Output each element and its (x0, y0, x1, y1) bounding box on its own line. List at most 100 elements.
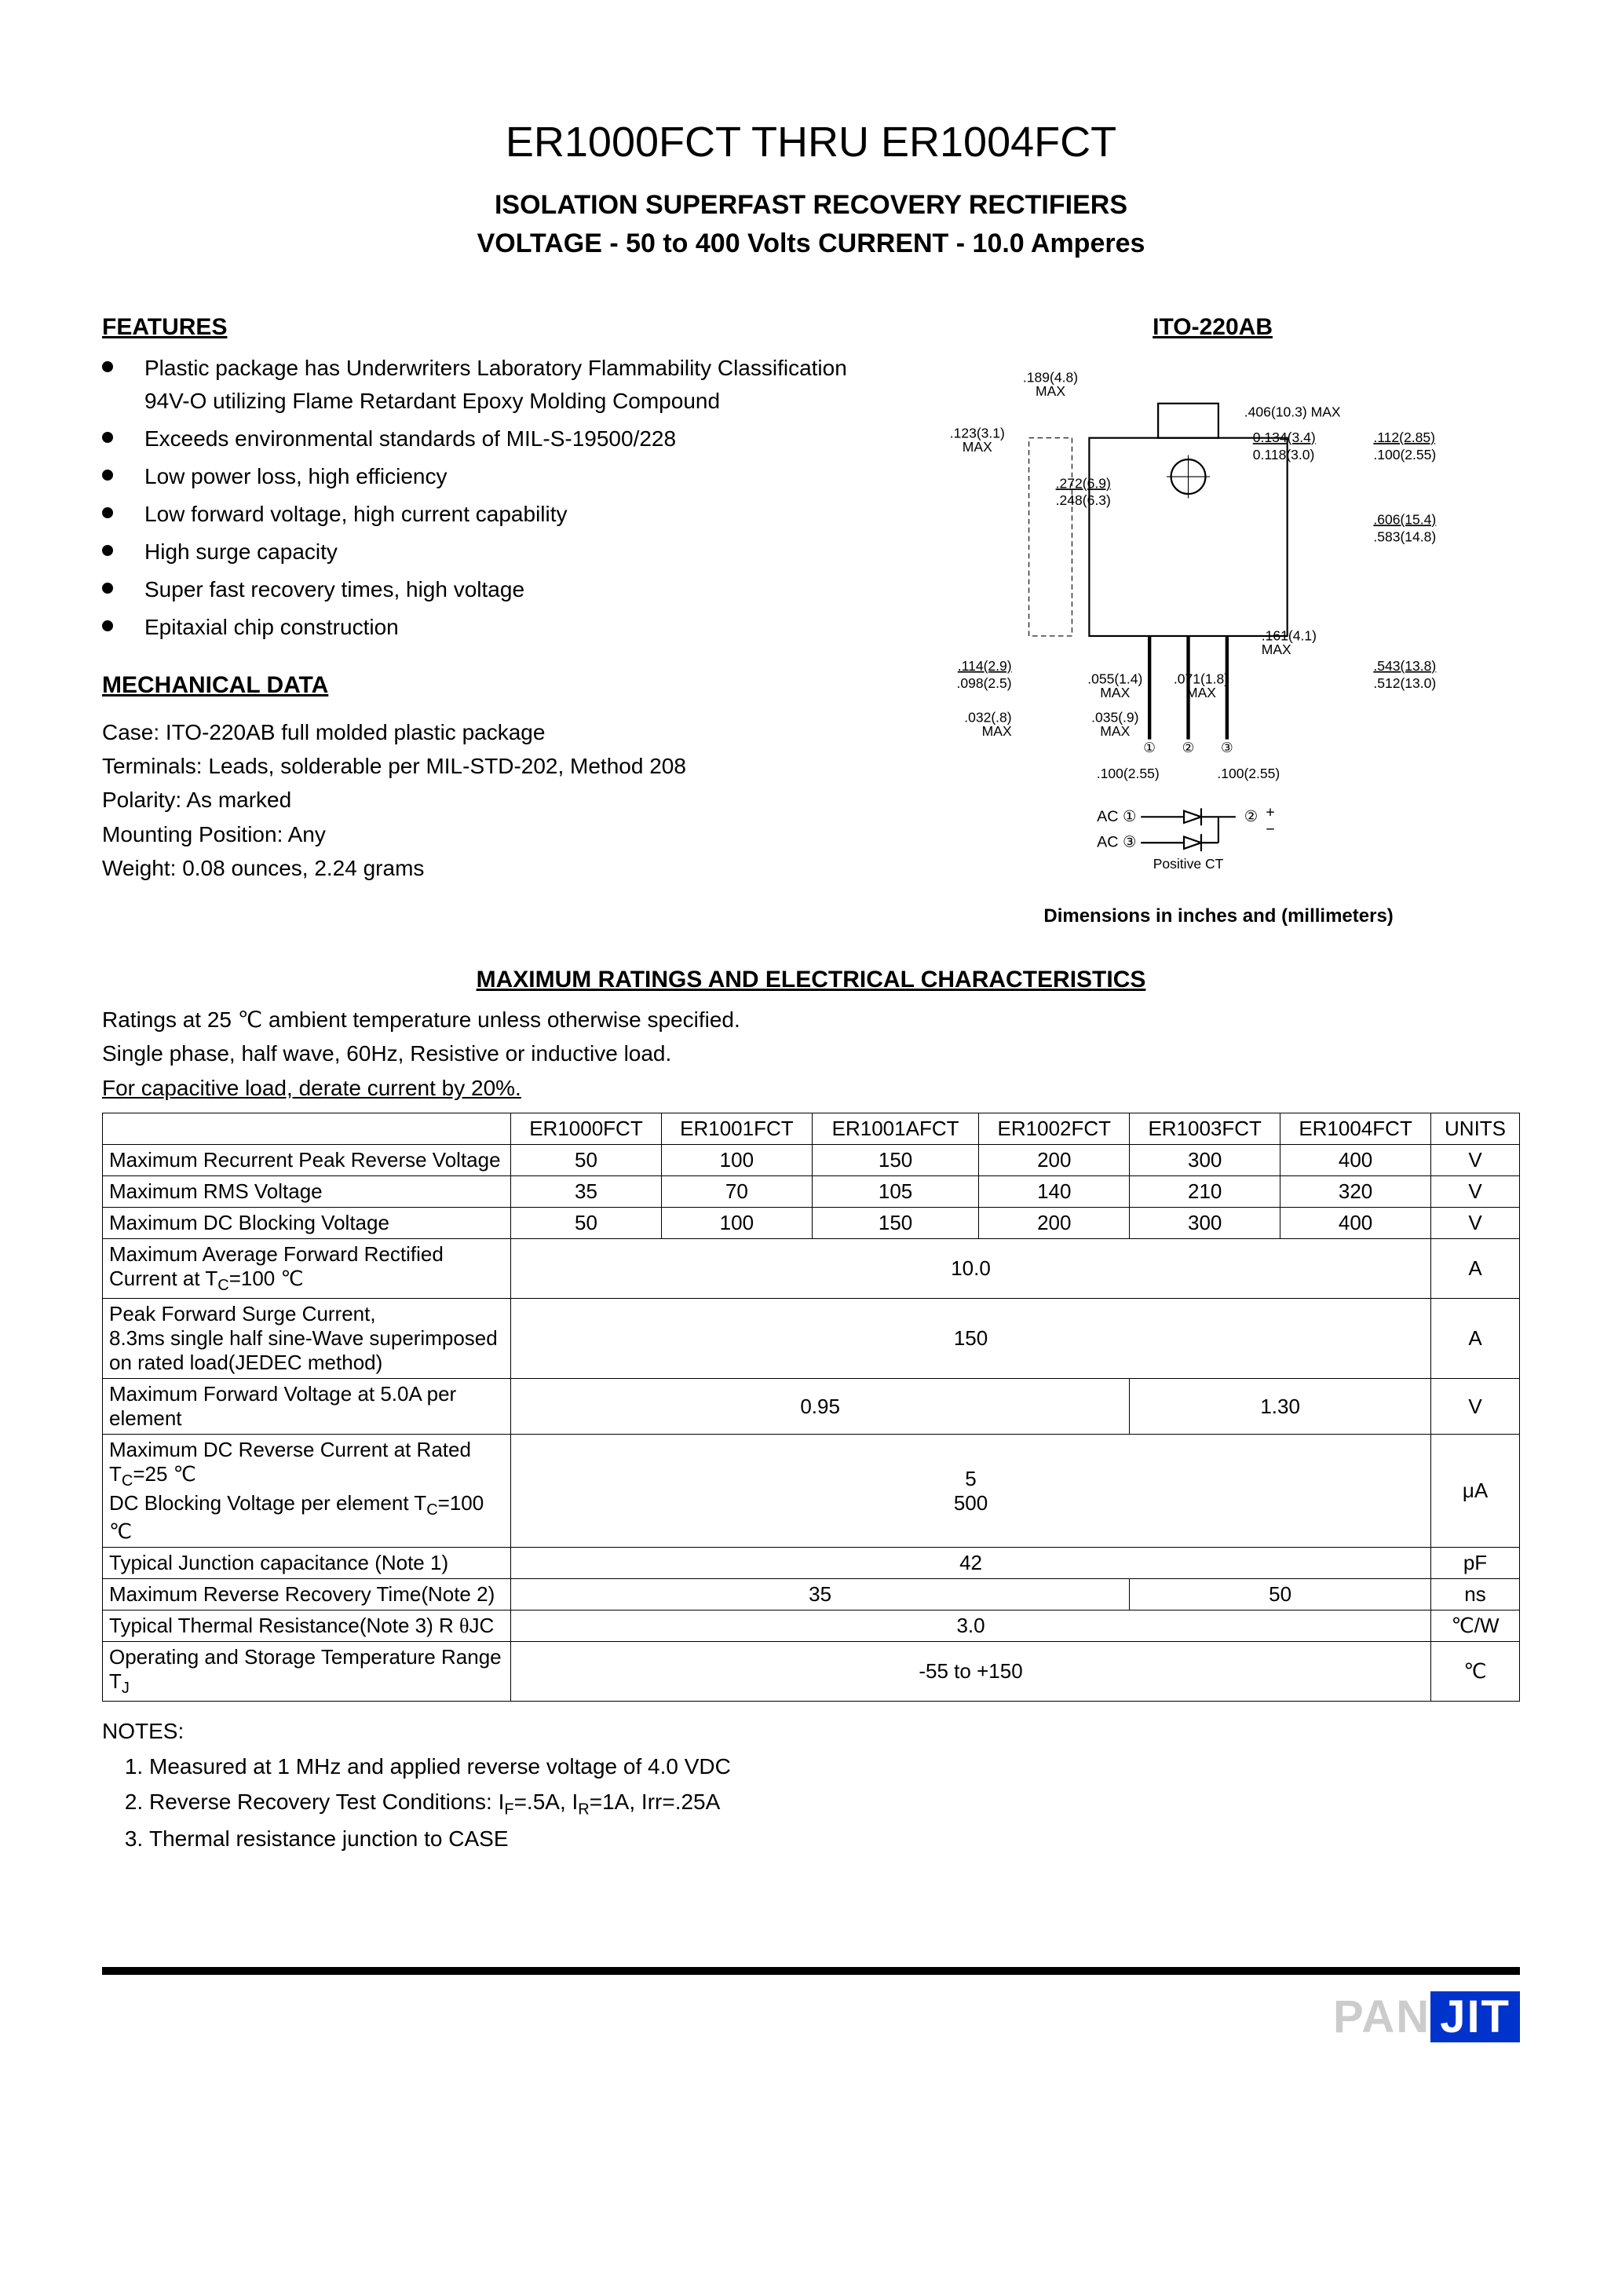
subtitle-2: VOLTAGE - 50 to 400 Volts CURRENT - 10.0… (102, 229, 1520, 259)
svg-text:AC ③: AC ③ (1097, 834, 1137, 851)
units-cell: μA (1431, 1435, 1520, 1547)
bullet-icon (102, 620, 113, 631)
value-cell: 100 (661, 1145, 812, 1176)
value-cell: 35 (511, 1176, 662, 1208)
svg-text:.035(.9)MAX: .035(.9)MAX (1091, 710, 1138, 740)
table-row: Maximum DC Blocking Voltage5010015020030… (103, 1208, 1520, 1239)
feature-text: Epitaxial chip construction (144, 611, 886, 644)
svg-text:.032(.8)MAX: .032(.8)MAX (964, 710, 1012, 740)
mechanical-line: Case: ITO-220AB full molded plastic pack… (102, 715, 886, 749)
value-cell: 70 (661, 1176, 812, 1208)
param-cell: Operating and Storage Temperature Range … (103, 1641, 511, 1701)
package-heading: ITO-220AB (1153, 314, 1520, 341)
mechanical-section: MECHANICAL DATA Case: ITO-220AB full mol… (102, 667, 886, 885)
svg-text:0.134(3.4): 0.134(3.4) (1253, 430, 1316, 445)
feature-item: Super fast recovery times, high voltage (102, 573, 886, 606)
feature-text: Exceeds environmental standards of MIL-S… (144, 422, 886, 455)
subtitle-1: ISOLATION SUPERFAST RECOVERY RECTIFIERS (102, 190, 1520, 221)
units-cell: V (1431, 1208, 1520, 1239)
value-cell: 35 (511, 1578, 1130, 1610)
svg-text:.123(3.1)MAX: .123(3.1)MAX (950, 426, 1005, 455)
bullet-icon (102, 545, 113, 556)
bullet-icon (102, 470, 113, 481)
units-cell: V (1431, 1379, 1520, 1435)
feature-text: Super fast recovery times, high voltage (144, 573, 886, 606)
mechanical-lines: Case: ITO-220AB full molded plastic pack… (102, 715, 886, 886)
table-row: Typical Thermal Resistance(Note 3) R θJC… (103, 1610, 1520, 1641)
two-column-layout: FEATURES Plastic package has Underwriter… (102, 314, 1520, 927)
svg-text:.606(15.4): .606(15.4) (1374, 511, 1437, 527)
bullet-icon (102, 583, 113, 594)
feature-text: High surge capacity (144, 536, 886, 569)
ratings-table: ER1000FCTER1001FCTER1001AFCTER1002FCTER1… (102, 1113, 1520, 1702)
svg-text:.100(2.55): .100(2.55) (1218, 766, 1280, 781)
units-cell: V (1431, 1176, 1520, 1208)
svg-text:.161(4.1)MAX: .161(4.1)MAX (1262, 627, 1317, 657)
features-heading: FEATURES (102, 314, 886, 341)
logo: PANJIT (102, 1991, 1520, 2043)
svg-text:.512(13.0): .512(13.0) (1374, 675, 1437, 691)
table-row: Typical Junction capacitance (Note 1)42p… (103, 1547, 1520, 1578)
value-cell: 320 (1280, 1176, 1431, 1208)
feature-text: Low power loss, high efficiency (144, 460, 886, 493)
value-cell: 300 (1130, 1145, 1280, 1176)
value-cell: 150 (812, 1208, 979, 1239)
right-column: ITO-220AB .189(4.8)MAX .123(3.1)MAX .406… (917, 314, 1520, 927)
value-cell: 150 (812, 1145, 979, 1176)
value-cell: 400 (1280, 1208, 1431, 1239)
features-list: Plastic package has Underwriters Laborat… (102, 352, 886, 644)
table-row: Peak Forward Surge Current,8.3ms single … (103, 1299, 1520, 1379)
value-cell: 140 (979, 1176, 1130, 1208)
svg-text:③: ③ (1221, 740, 1233, 755)
svg-text:.098(2.5): .098(2.5) (957, 675, 1012, 691)
value-cell: 0.95 (511, 1379, 1130, 1435)
mechanical-line: Terminals: Leads, solderable per MIL-STD… (102, 749, 886, 783)
svg-text:.100(2.55): .100(2.55) (1374, 447, 1437, 462)
note-item: Thermal resistance junction to CASE (149, 1822, 1520, 1857)
units-cell: ℃ (1431, 1641, 1520, 1701)
value-cell: 42 (511, 1547, 1431, 1578)
value-cell: 150 (511, 1299, 1431, 1379)
logo-jit: JIT (1430, 1991, 1520, 2042)
svg-text:.071(1.8)MAX: .071(1.8)MAX (1174, 671, 1229, 700)
mechanical-heading: MECHANICAL DATA (102, 667, 886, 704)
svg-text:−: − (1266, 821, 1275, 838)
units-cell: A (1431, 1239, 1520, 1299)
notes-list: Measured at 1 MHz and applied reverse vo… (149, 1749, 1520, 1857)
table-row: Maximum DC Reverse Current at Rated TC=2… (103, 1435, 1520, 1547)
feature-item: High surge capacity (102, 536, 886, 569)
value-cell: 100 (661, 1208, 812, 1239)
value-cell: 3.0 (511, 1610, 1431, 1641)
param-cell: Maximum Recurrent Peak Reverse Voltage (103, 1145, 511, 1176)
value-cell: 200 (979, 1145, 1130, 1176)
svg-text:.112(2.85): .112(2.85) (1374, 430, 1436, 445)
mechanical-line: Weight: 0.08 ounces, 2.24 grams (102, 851, 886, 885)
table-row: Operating and Storage Temperature Range … (103, 1641, 1520, 1701)
table-row: Maximum Reverse Recovery Time(Note 2)355… (103, 1578, 1520, 1610)
value-cell: 10.0 (511, 1239, 1431, 1299)
units-cell: A (1431, 1299, 1520, 1379)
notes-heading: NOTES: (102, 1714, 1520, 1749)
param-cell: Maximum DC Reverse Current at Rated TC=2… (103, 1435, 511, 1547)
feature-item: Exceeds environmental standards of MIL-S… (102, 422, 886, 455)
value-cell: 400 (1280, 1145, 1431, 1176)
units-cell: V (1431, 1145, 1520, 1176)
feature-item: Plastic package has Underwriters Laborat… (102, 352, 886, 418)
units-cell: ℃/W (1431, 1610, 1520, 1641)
ratings-heading: MAXIMUM RATINGS AND ELECTRICAL CHARACTER… (102, 967, 1520, 993)
svg-text:.543(13.8): .543(13.8) (1374, 658, 1437, 674)
svg-text:.406(10.3) MAX: .406(10.3) MAX (1244, 404, 1341, 419)
feature-item: Low forward voltage, high current capabi… (102, 498, 886, 531)
notes-section: NOTES: Measured at 1 MHz and applied rev… (102, 1714, 1520, 1857)
feature-text: Low forward voltage, high current capabi… (144, 498, 886, 531)
table-row: Maximum Recurrent Peak Reverse Voltage50… (103, 1145, 1520, 1176)
value-cell: -55 to +150 (511, 1641, 1431, 1701)
package-caption: Dimensions in inches and (millimeters) (917, 905, 1520, 927)
main-title: ER1000FCT THRU ER1004FCT (102, 118, 1520, 166)
ratings-intro-2: Single phase, half wave, 60Hz, Resistive… (102, 1036, 1520, 1070)
svg-text:Positive CT: Positive CT (1153, 856, 1224, 872)
feature-text: Plastic package has Underwriters Laborat… (144, 352, 886, 418)
table-row: Maximum RMS Voltage3570105140210320V (103, 1176, 1520, 1208)
svg-text:.272(6.9): .272(6.9) (1056, 475, 1111, 491)
svg-text:.248(6.3): .248(6.3) (1056, 492, 1111, 508)
